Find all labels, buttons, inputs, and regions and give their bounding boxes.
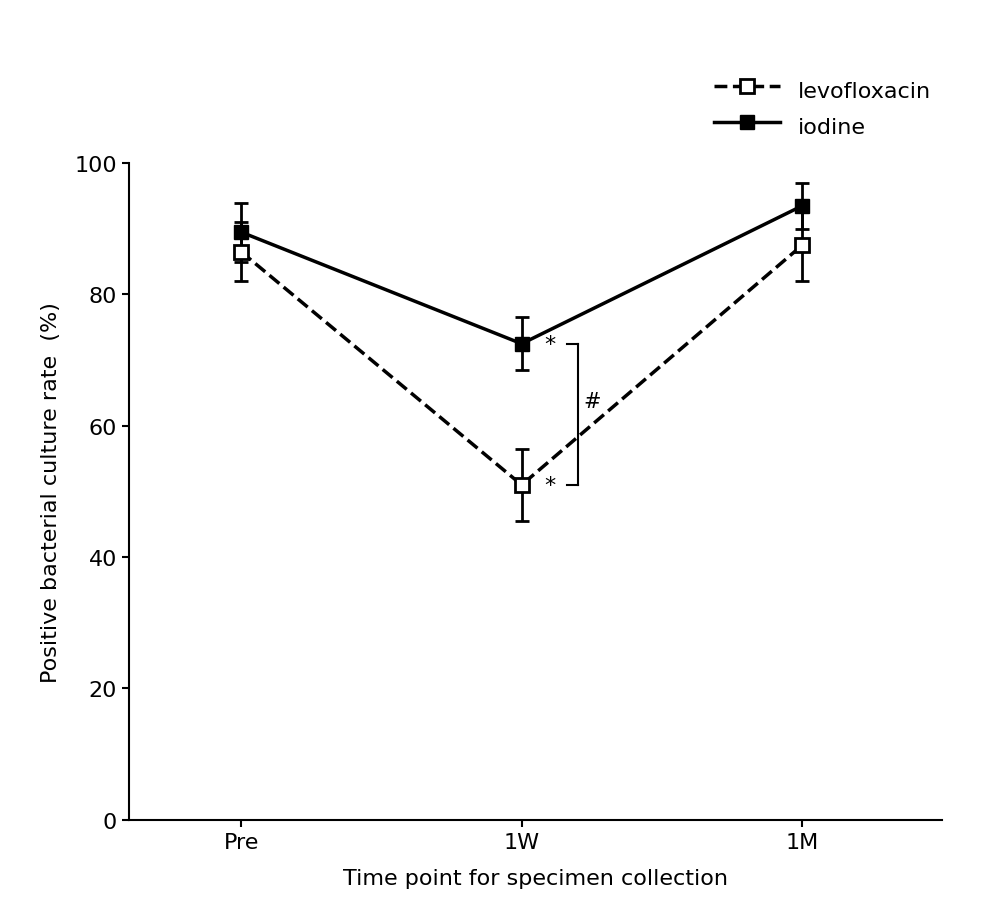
Text: *: * (544, 476, 556, 496)
Legend: levofloxacin, iodine: levofloxacin, iodine (713, 77, 931, 139)
Text: #: # (583, 392, 601, 412)
Text: *: * (544, 334, 556, 354)
Y-axis label: Positive bacterial culture rate  (%): Positive bacterial culture rate (%) (41, 302, 61, 682)
X-axis label: Time point for specimen collection: Time point for specimen collection (343, 868, 728, 888)
